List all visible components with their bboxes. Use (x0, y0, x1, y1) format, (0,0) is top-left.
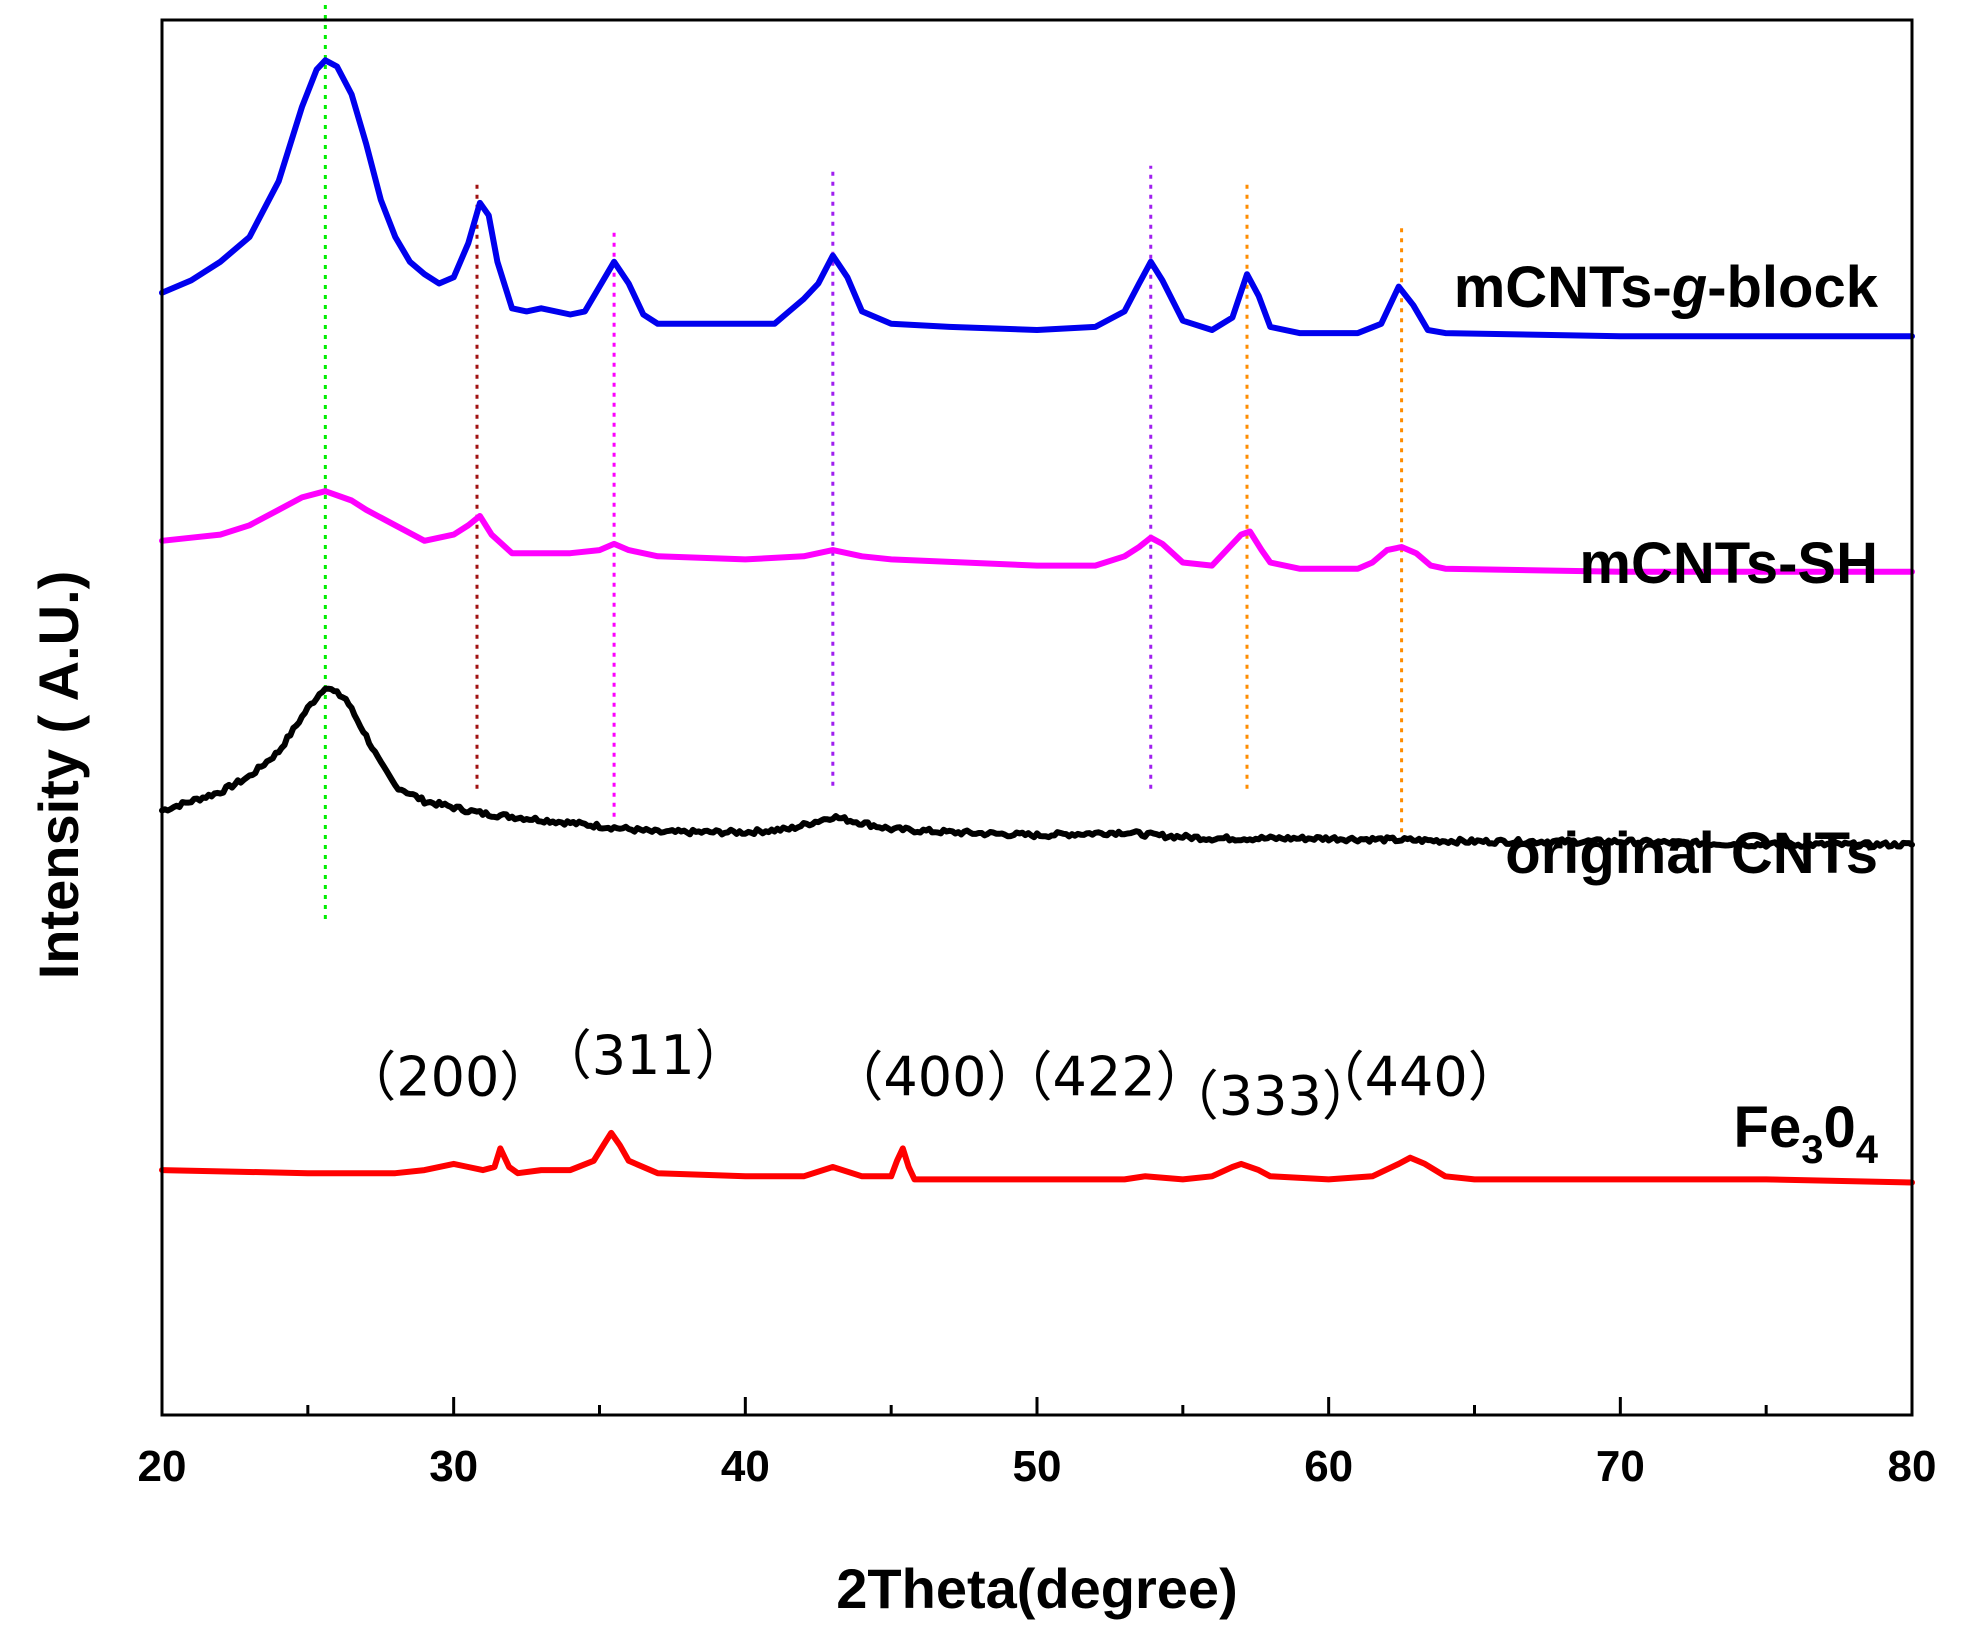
hkl-annotation: （311） (538, 1024, 749, 1087)
plot-frame (160, 18, 1914, 1417)
x-tick-label: 30 (429, 1442, 478, 1491)
series-labels: mCNTs-g-block mCNTs-SH original CNTs Fe304 (1454, 255, 1879, 1172)
x-tick-label: 20 (138, 1442, 187, 1491)
x-tick-label: 50 (1013, 1442, 1062, 1491)
hkl-annotations: （200）（311） （400）（422）（333）（440） (342, 1024, 1521, 1127)
x-tick-label: 40 (721, 1442, 770, 1491)
hkl-annotation: （333） (1165, 1064, 1376, 1127)
series-label-original-cnts: original CNTs (1505, 821, 1878, 886)
hkl-annotation: （400） (829, 1046, 1040, 1109)
x-tick-label: 60 (1304, 1442, 1353, 1491)
y-axis-title: Intensity ( A.U.) (27, 571, 90, 980)
hkl-annotation: （200） (342, 1046, 553, 1109)
x-axis-title: 2Theta(degree) (836, 1557, 1237, 1620)
series-lines (159, 57, 1915, 1186)
series-line-original-cnts (159, 685, 1915, 851)
x-tick-label: 70 (1596, 1442, 1645, 1491)
reference-lines (323, 4, 1404, 919)
hkl-annotation: （422） (999, 1046, 1210, 1109)
series-line-mcnts-sh (159, 488, 1915, 575)
series-label-mcnts-g-block: mCNTs-g-block (1454, 255, 1879, 320)
x-tick-label: 80 (1888, 1442, 1937, 1491)
x-axis-tick-labels: 20 30 40 50 60 70 80 (138, 1442, 1937, 1491)
series-label-fe3o4: Fe304 (1734, 1095, 1879, 1172)
x-axis-ticks (160, 1397, 1914, 1415)
series-line-mcnts-g-block (159, 57, 1915, 340)
series-line-fe3o4 (159, 1129, 1915, 1186)
hkl-annotation: （440） (1311, 1046, 1522, 1109)
series-label-mcnts-sh: mCNTs-SH (1579, 531, 1878, 596)
